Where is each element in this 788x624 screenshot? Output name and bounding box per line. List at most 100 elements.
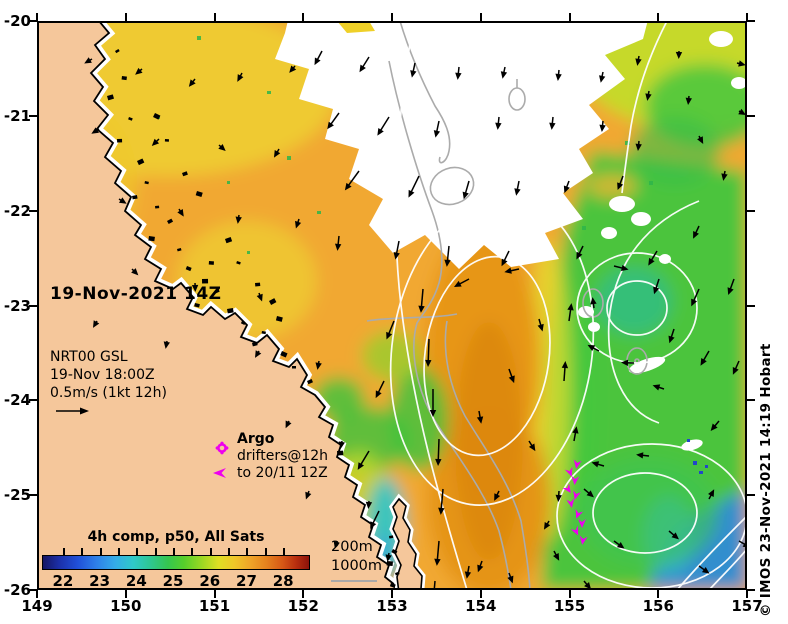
island (252, 341, 258, 347)
current-vector-arrow (613, 264, 629, 272)
drifter-track (562, 459, 588, 545)
current-vector-arrow (408, 175, 420, 198)
x-axis-tick-label: 151 (198, 597, 231, 615)
current-vector-arrow (599, 71, 606, 83)
island (148, 236, 155, 242)
current-vector-arrow (365, 500, 373, 509)
current-vector-arrow (636, 452, 650, 459)
colorbar-tick-label: 26 (199, 572, 221, 590)
current-vector-arrow (675, 50, 683, 59)
model-legend-line3: 0.5m/s (1kt 12h) (50, 385, 167, 401)
current-vector-arrow (645, 90, 652, 101)
x-axis-tick (657, 13, 660, 21)
current-vector-arrow (721, 170, 728, 181)
island (337, 450, 344, 456)
x-axis-tick (302, 590, 305, 598)
colorbar-tick-label: 23 (89, 572, 111, 590)
x-axis-tick-label: 152 (287, 597, 319, 615)
island (194, 303, 200, 308)
current-vector-arrow (567, 303, 574, 322)
drifter-marker (564, 466, 573, 477)
current-vector-arrow (333, 540, 340, 549)
island (389, 535, 394, 539)
date-label: 19-Nov-2021 14Z (50, 284, 222, 304)
y-axis-tick-label: -20 (3, 12, 31, 30)
island (144, 181, 149, 185)
x-axis-tick-label: 154 (465, 597, 497, 615)
x-axis-tick-label: 155 (553, 597, 586, 615)
island (275, 316, 283, 322)
x-axis-tick-label: 149 (21, 597, 53, 615)
current-vector-arrow (727, 278, 735, 295)
current-vector-arrow (334, 235, 342, 251)
y-axis-tick (29, 494, 37, 497)
colorbar-tick-label: 27 (236, 572, 257, 590)
sst-map-canvas (37, 21, 747, 590)
current-vector-arrow (508, 368, 515, 384)
colorbar: 4h comp, p50, All Sats 22 23 24 25 26 27 28 (42, 529, 310, 590)
current-vector-arrow (344, 170, 360, 191)
y-axis-tick (29, 20, 37, 22)
current-vector-arrow (507, 572, 514, 584)
argo-float-icon (215, 440, 229, 459)
drifter-arrow-icon (213, 464, 227, 483)
island (107, 94, 115, 101)
current-vector-arrow (93, 320, 100, 328)
current-vector-arrow (393, 240, 400, 260)
current-vector-arrow (385, 552, 392, 562)
current-vector-arrow (599, 120, 606, 132)
x-axis-tick-label: 153 (376, 597, 408, 615)
current-vector-arrow (370, 510, 380, 529)
current-vector-arrow (305, 490, 312, 500)
island (155, 205, 160, 209)
x-axis-tick-label: 150 (110, 597, 142, 615)
x-axis-tick (213, 590, 216, 598)
y-axis-tick-label: -23 (3, 296, 31, 315)
colorbar-tick (117, 548, 120, 555)
current-vector-arrow (537, 318, 544, 332)
island (167, 218, 174, 225)
x-axis-tick (479, 13, 482, 21)
drifter-marker (571, 475, 580, 485)
current-vector-arrow (590, 297, 597, 309)
drifter-marker (579, 535, 588, 545)
y-axis-tick (747, 304, 755, 307)
current-vector-arrow (494, 490, 501, 501)
current-vector-arrow (429, 389, 437, 417)
colorbar-tick (191, 548, 194, 555)
island (395, 571, 400, 576)
x-axis-tick (746, 590, 748, 598)
current-vector-arrow (357, 450, 370, 470)
current-vector-arrow (237, 72, 244, 82)
current-vector-arrow (553, 550, 560, 561)
argo-legend-line3: to 20/11 12Z (237, 465, 328, 481)
current-vector-arrow (151, 138, 160, 146)
current-vector-arrow (188, 78, 196, 87)
current-vector-arrow (738, 108, 746, 115)
x-axis-tick (36, 13, 38, 21)
y-axis-tick-label: -25 (3, 486, 31, 505)
current-vector-arrow (464, 565, 472, 579)
island (215, 289, 220, 294)
current-vector-arrow (314, 50, 323, 66)
current-vector-arrow (274, 148, 281, 158)
current-vector-arrow (135, 67, 143, 75)
colorbar-tick (99, 548, 102, 555)
current-vector-arrow (375, 380, 385, 399)
island (280, 350, 288, 358)
colorbar-tick (228, 548, 231, 555)
current-vector-arrow (235, 214, 242, 224)
current-vector-arrow (435, 438, 442, 466)
island (115, 49, 120, 54)
current-vector-arrow (549, 116, 556, 130)
island (177, 247, 182, 252)
island (307, 379, 313, 385)
current-vector-arrow (691, 288, 700, 307)
current-vector-arrow (653, 278, 660, 295)
x-axis-tick (657, 590, 660, 598)
current-vector-arrow (434, 540, 441, 566)
x-axis-tick (391, 590, 393, 598)
current-vector-arrow (555, 490, 562, 502)
colorbar-tick-label: 24 (125, 572, 147, 590)
